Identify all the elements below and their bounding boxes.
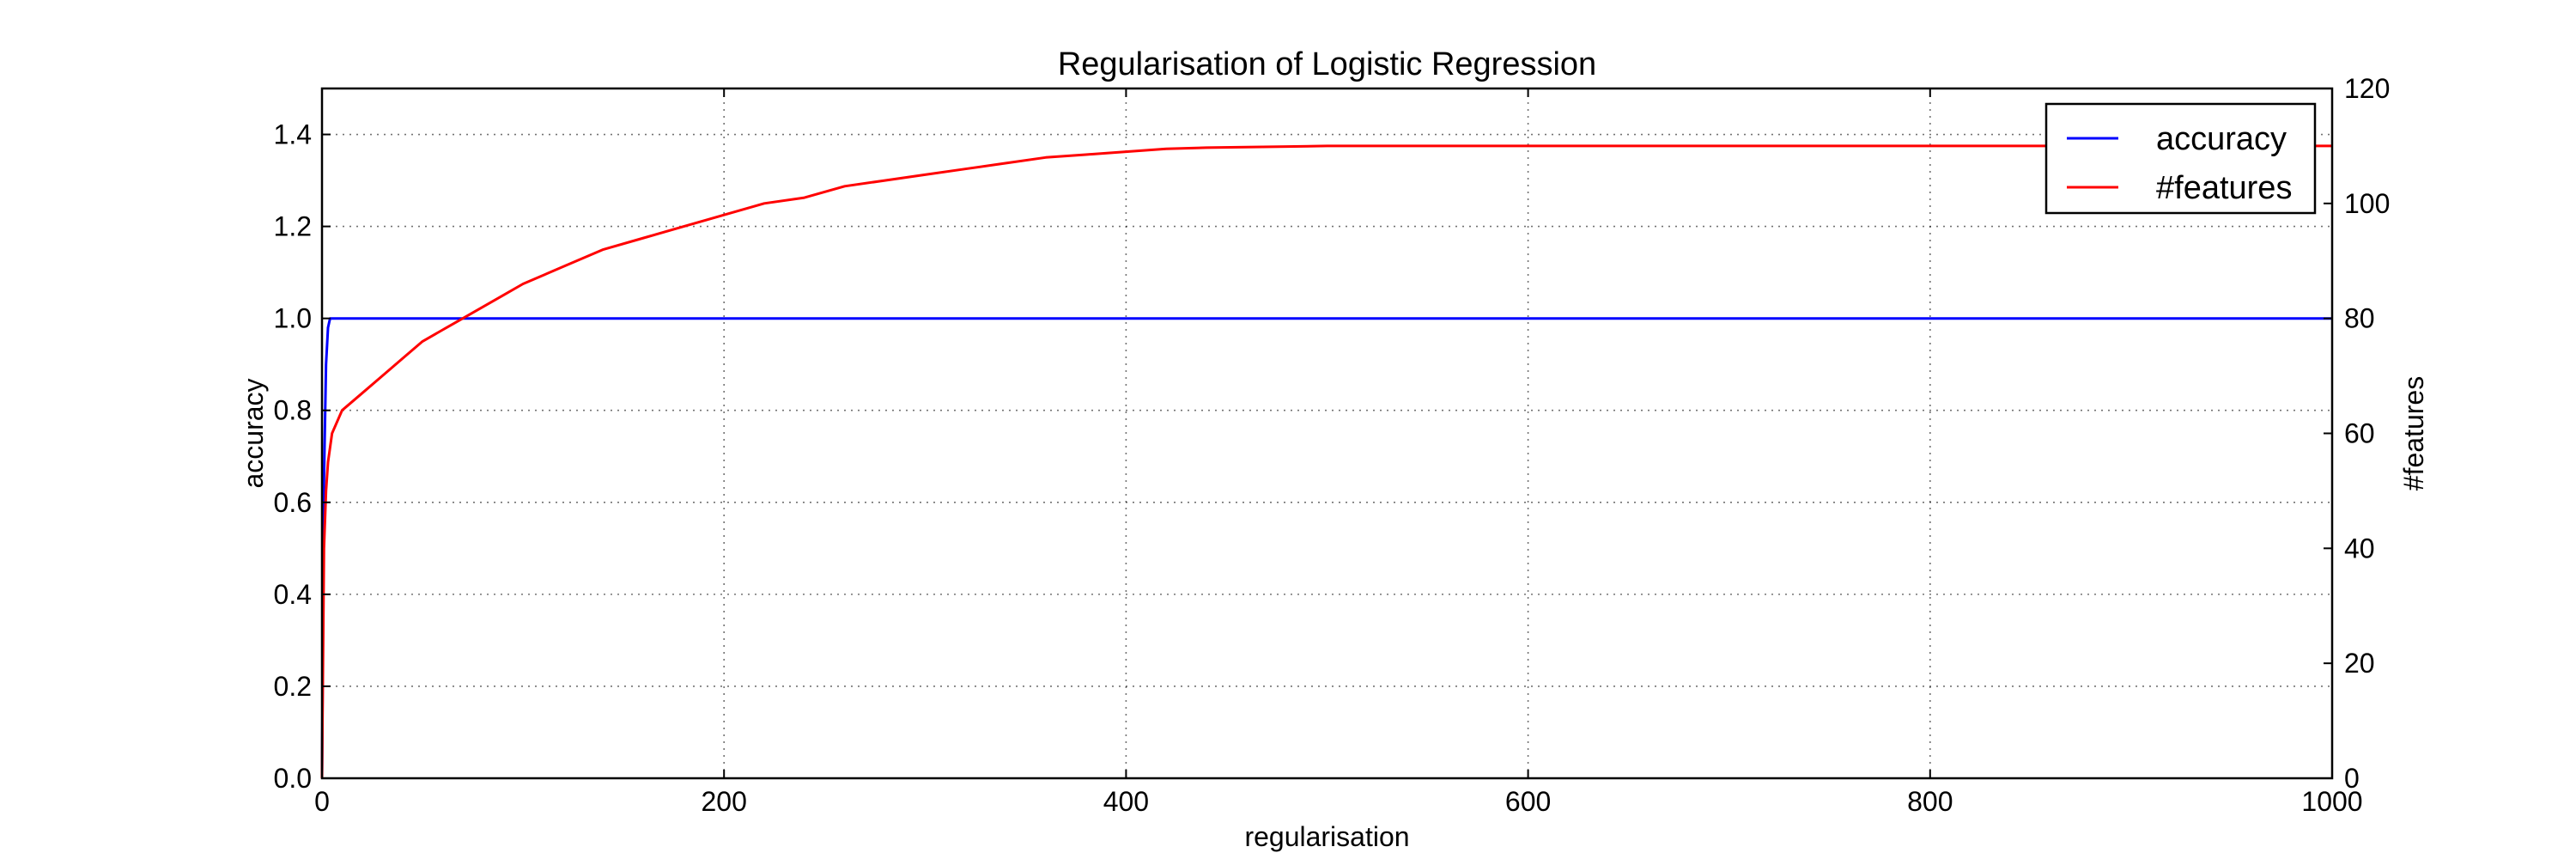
x-tick-label: 200 [702,786,747,817]
grid [322,88,2332,778]
tick-layer: 0 200 400 600 800 10000.00.20.40.60.81.01.21.… [274,73,2391,817]
y2-tick-label: 40 [2344,533,2375,564]
x-tick-label: 1000 [2301,786,2362,817]
y2-tick-label: 80 [2344,303,2375,334]
y2-tick-label: 60 [2344,418,2375,449]
x-tick-label: 0 [314,786,330,817]
series-line-accuracy [320,317,2332,779]
legend-box [2044,102,2317,215]
plot-frame [320,87,2334,780]
y-tick-label: 0.4 [274,579,312,610]
y2-tick-label: 20 [2344,648,2375,679]
legend-label: #features [2156,170,2292,206]
y-tick-label: 0.0 [274,763,312,794]
y-tick-label: 1.2 [274,211,312,242]
y2-axis-label: #features [2398,376,2429,490]
legend: accuracy #features [2044,102,2317,215]
series-line-features [320,144,2332,779]
y2-tick-label: 100 [2344,188,2390,219]
y2-tick-label: 0 [2344,763,2360,794]
y2-tick-label: 120 [2344,73,2390,104]
x-tick-label: 400 [1103,786,1149,817]
y-axis-label: accuracy [238,378,269,488]
y-tick-label: 0.8 [274,395,312,426]
y-tick-label: 1.0 [274,303,312,334]
legend-label: accuracy [2156,121,2287,157]
chart-title: Regularisation of Logistic Regression [1058,46,1596,82]
y-tick-label: 0.2 [274,671,312,702]
y-tick-label: 1.4 [274,119,312,150]
y-tick-label: 0.6 [274,487,312,518]
series-layer [320,144,2332,779]
x-tick-label: 600 [1505,786,1551,817]
x-axis-label: regularisation [1244,821,1409,852]
x-tick-label: 800 [1907,786,1953,817]
